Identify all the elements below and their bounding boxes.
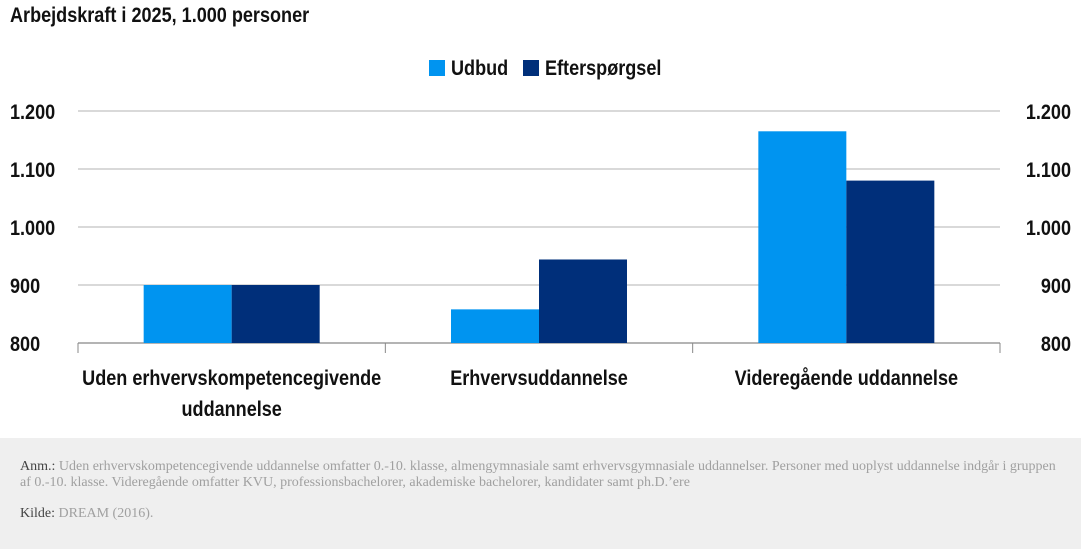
y-tick-label-left: 800 (10, 333, 40, 357)
bar-chart: 800 900 1.000 1.100 1.200 800 900 1.000 1.100 1.… (10, 57, 1071, 422)
legend: Udbud Efterspørgsel (429, 57, 661, 81)
legend-swatch (429, 60, 445, 76)
y-axis-left: 800 900 1.000 1.100 1.200 (10, 101, 55, 357)
chart-title: Arbejdskraft i 2025, 1.000 personer (10, 4, 310, 27)
y-tick-label-left: 1.200 (10, 101, 55, 125)
y-tick-label-left: 900 (10, 275, 40, 299)
legend-swatch (523, 60, 539, 76)
y-tick-label-right: 1.100 (1026, 159, 1071, 183)
x-tick-label: Videregående uddannelse (735, 366, 959, 391)
x-tick-label: uddannelse (182, 398, 282, 422)
bar-eftersprgsel (846, 180, 935, 343)
bars (143, 131, 935, 343)
source-label: Kilde: (20, 506, 55, 521)
bar-udbud (758, 131, 847, 343)
y-tick-label-right: 800 (1041, 333, 1071, 357)
note-text: Uden erhvervskompetencegivende uddannels… (20, 459, 1056, 490)
y-tick-label-right: 900 (1041, 275, 1071, 299)
y-tick-label-left: 1.100 (10, 159, 55, 183)
bar-udbud (143, 285, 232, 343)
source-line: Kilde: DREAM (2016). (20, 506, 1061, 522)
note-line: Anm.: Uden erhvervskompetencegivende udd… (20, 459, 1061, 491)
y-tick-label-right: 1.000 (1026, 217, 1071, 241)
source-text: DREAM (2016). (58, 506, 154, 521)
legend-label: Udbud (451, 57, 508, 81)
bar-eftersprgsel (539, 259, 627, 343)
y-tick-label-left: 1.000 (10, 217, 55, 241)
x-tick-label: Uden erhvervskompetencegivende (82, 367, 381, 391)
x-axis-labels: Uden erhvervskompetencegivende uddannelse… (82, 366, 958, 422)
y-tick-label-right: 1.200 (1026, 101, 1071, 125)
bar-udbud (451, 309, 539, 343)
bar-eftersprgsel (231, 285, 320, 343)
x-tick-label: Erhvervsuddannelse (450, 367, 628, 391)
y-axis-right: 800 900 1.000 1.100 1.200 (1026, 101, 1071, 357)
legend-label: Efterspørgsel (545, 57, 661, 81)
note-label: Anm.: (20, 459, 56, 474)
footnote-panel: Anm.: Uden erhvervskompetencegivende udd… (0, 438, 1081, 549)
